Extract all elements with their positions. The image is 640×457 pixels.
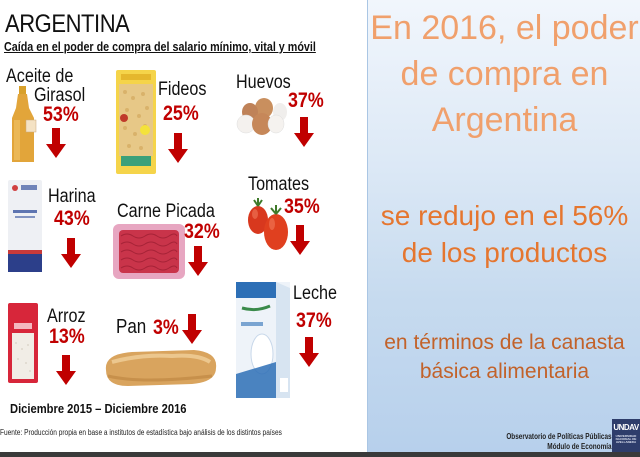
product-label: Carne Picada [117,201,215,222]
tomatoes-image [246,196,290,254]
headline-line: de compra en [400,55,609,94]
product-drop-percent: 13% [49,325,85,348]
down-arrow-icon [61,238,81,268]
product-label: Harina [48,186,96,207]
product-drop-percent: 37% [296,309,332,332]
headline-line: En 2016, el poder [370,9,639,47]
note-line: en términos de la canasta [384,331,625,354]
product-drop-percent: 53% [43,103,79,126]
headline: En 2016, el poder de compra en Argentina [368,8,640,140]
sunflower-oil-bottle-image [8,86,38,164]
product-label: Pan [116,316,147,338]
product-drop-percent: 25% [163,102,199,125]
pasta-bag-image [115,70,157,174]
period-label: Diciembre 2015 – Diciembre 2016 [10,401,187,416]
logo-subtext: UNIVERSIDAD NACIONAL DE AVELLANEDA [615,434,637,444]
down-arrow-icon [294,117,314,147]
bottom-edge-bar [0,452,640,457]
product-label: Tomates [248,174,310,195]
milk-carton-image [236,282,290,398]
product-drop-percent: 43% [54,207,90,230]
down-arrow-icon [290,225,310,255]
credits-line: Módulo de Economía [547,442,612,451]
undav-logo: UNDAV UNIVERSIDAD NACIONAL DE AVELLANEDA [612,419,640,452]
product-drop-percent: 32% [184,220,220,243]
down-arrow-icon [46,128,66,158]
page-title: ARGENTINA [5,10,130,38]
product-label: Arroz [47,306,86,327]
source-note: Fuente: Producción propia en base a inst… [0,428,282,437]
down-arrow-icon [182,314,202,344]
down-arrow-icon [56,355,76,385]
product-label: Fideos [158,79,207,100]
down-arrow-icon [188,246,208,276]
highlight-line: se redujo en el 56% [380,200,629,231]
down-arrow-icon [168,133,188,163]
credits-line: Observatorio de Políticas Públicas [506,432,612,441]
highlight-line: de los productos [401,237,608,269]
down-arrow-icon [299,337,319,367]
product-label: Leche [293,283,338,304]
product-drop-percent: 37% [288,89,324,112]
product-drop-percent: 3% [153,316,179,339]
note-line: básica alimentaria [419,360,590,384]
ground-meat-tray-image [113,224,185,279]
rice-bag-image [8,303,38,383]
eggs-image [236,96,288,136]
page-subtitle: Caída en el poder de compra del salario … [4,40,316,54]
logo-text: UNDAV [613,423,639,432]
credits: Observatorio de Políticas Públicas Módul… [507,432,612,452]
bread-loaf-image [102,348,220,388]
left-panel: ARGENTINA Caída en el poder de compra de… [0,10,338,437]
product-label: Aceite de [6,66,74,87]
highlight: se redujo en el 56% de los productos [368,199,640,269]
right-panel: En 2016, el poder de compra en Argentina… [367,0,640,452]
product-label: Girasol [34,85,86,106]
note: en términos de la canasta básica aliment… [368,328,640,387]
product-label: Huevos [236,72,291,93]
headline-line: Argentina [431,101,578,140]
product-drop-percent: 35% [284,195,320,218]
flour-bag-image [8,180,42,272]
